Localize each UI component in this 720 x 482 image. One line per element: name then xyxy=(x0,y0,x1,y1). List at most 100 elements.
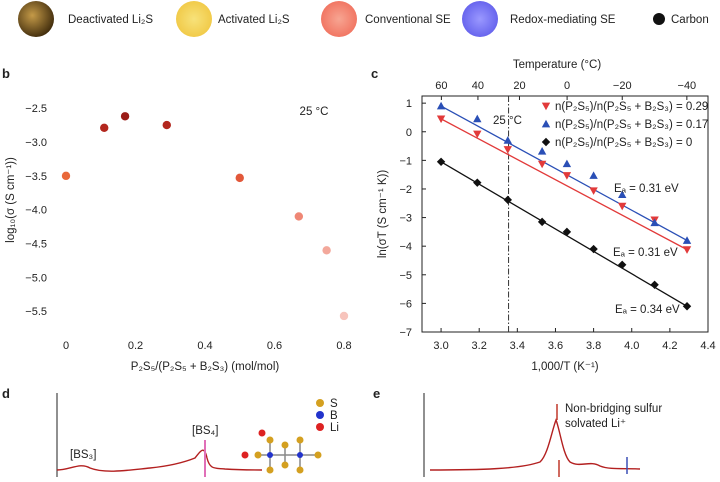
chart-b-data-point xyxy=(322,246,331,255)
chart-b-xtick-label: 0.8 xyxy=(336,340,351,352)
chart-b-data-point xyxy=(120,112,130,121)
chart-b-data-point xyxy=(294,212,304,221)
chart-b-data-point xyxy=(339,311,349,321)
chart-c-xtick-label: 3.8 xyxy=(586,340,601,352)
chart-b-xtick-label: 0.4 xyxy=(197,340,212,352)
chart-c-top-tick-label: −20 xyxy=(613,80,632,92)
chart-b-xtick-label: 0.6 xyxy=(267,340,282,352)
chart-c-data-point xyxy=(618,260,627,269)
chart-c-data-point xyxy=(682,302,692,311)
chart-c-data-point xyxy=(589,187,598,195)
chart-c-data-point xyxy=(473,130,482,139)
chart-c-activation-energy-label: Eₐ = 0.34 eV xyxy=(615,304,680,316)
panel-e-spectrum: Non-bridging sulfur solvated Li⁺ xyxy=(423,393,662,477)
chart-b-xlabel: P₂S₅/(P₂S₅ + B₂S₃) (mol/mol) xyxy=(131,361,280,373)
chart-c-frame xyxy=(421,95,709,333)
chart-c-legend-marker xyxy=(541,119,551,128)
panel-letter-e: e xyxy=(373,386,380,401)
chart-c-xtick-label: 4.4 xyxy=(700,340,715,352)
atom-legend-li: Li xyxy=(330,422,339,434)
chart-c-data-point xyxy=(618,202,627,211)
chart-b-ytick-label: −5.0 xyxy=(25,272,47,284)
atom-legend-b: B xyxy=(330,410,338,422)
chart-c-xtick-label: 3.2 xyxy=(472,340,487,352)
chart-c-ytick-label: −1 xyxy=(399,155,412,167)
chart-c-fit-line xyxy=(440,118,688,251)
chart-c-fit-line xyxy=(440,161,688,307)
chart-c-top-tick-label: 60 xyxy=(435,80,447,92)
chart-c-xtick-label: 4.2 xyxy=(662,340,677,352)
chart-b-ytick-label: −4.0 xyxy=(25,205,47,217)
panel-d-atom-legend: S B Li xyxy=(316,398,339,434)
chart-c-ytick-label: 0 xyxy=(406,127,412,139)
activated-li2s-ball-icon xyxy=(176,1,212,37)
chart-c-top-xlabel: Temperature (°C) xyxy=(513,59,601,71)
chart-c-ytick-label: −6 xyxy=(399,298,412,310)
atom-legend-s: S xyxy=(330,398,338,410)
chart-c-data-point xyxy=(503,146,512,154)
lithium-dot-icon xyxy=(316,423,324,431)
legend-label-deactivated: Deactivated Li₂S xyxy=(68,14,153,26)
chart-b: log₁₀(σ (S cm⁻¹)) P₂S₅/(P₂S₅ + B₂S₃) (mo… xyxy=(5,103,352,373)
conventional-se-ball-icon xyxy=(321,1,357,37)
chart-c-xlabel: 1,000/T (K⁻¹) xyxy=(531,361,598,373)
chart-c-data-point xyxy=(436,157,446,166)
chart-c-data-point xyxy=(473,114,482,123)
chart-b-data-point xyxy=(162,120,171,130)
panel-e-curve xyxy=(429,418,641,471)
chart-c-xtick-label: 3.6 xyxy=(548,340,563,352)
panel-d-label-bs3: [BS₃] xyxy=(70,449,96,461)
chart-c-data-point xyxy=(589,244,598,254)
chart-c-legend-label: n(P₂S₅)/n(P₂S₅ + B₂S₃) = 0 xyxy=(555,137,692,149)
chart-b-data-point xyxy=(235,173,244,183)
chart-c-data-point xyxy=(682,246,692,254)
panel-e-annotation-line2: solvated Li⁺ xyxy=(565,418,626,430)
chart-c: Temperature (°C) ln(σT (S cm⁻¹ K)) 1,000… xyxy=(377,59,716,373)
chart-b-ylabel: log₁₀(σ (S cm⁻¹)) xyxy=(5,157,17,243)
legend-label-carbon: Carbon xyxy=(671,14,709,26)
chart-c-data-point xyxy=(682,236,692,244)
chart-c-data-point xyxy=(503,195,512,205)
redox-mediating-se-ball-icon xyxy=(462,1,498,37)
chart-c-ytick-label: −2 xyxy=(399,184,412,196)
chart-c-data-point xyxy=(650,280,659,289)
chart-c-top-tick-label: 40 xyxy=(472,80,484,92)
chart-c-data-point xyxy=(618,190,627,199)
chart-b-ytick-label: −5.5 xyxy=(25,306,47,318)
chart-c-activation-energy-label: Eₐ = 0.31 eV xyxy=(614,183,679,195)
chart-c-data-point xyxy=(537,147,547,155)
chart-c-data-point xyxy=(650,218,659,227)
boron-dot-icon xyxy=(316,411,324,419)
chart-c-data-point xyxy=(562,159,572,168)
chart-c-ytick-label: −5 xyxy=(399,270,412,282)
chart-c-top-tick-label: 0 xyxy=(564,80,570,92)
chart-c-legend-marker xyxy=(541,137,551,147)
chart-c-xtick-label: 3.4 xyxy=(510,340,525,352)
panel-letter-b: b xyxy=(2,66,10,81)
chart-c-legend-label: n(P₂S₅)/n(P₂S₅ + B₂S₃) = 0.29 xyxy=(555,101,708,113)
panel-e-annotation-line1: Non-bridging sulfur xyxy=(565,403,662,415)
legend-label-redox: Redox-mediating SE xyxy=(510,14,616,26)
chart-c-legend-label: n(P₂S₅)/n(P₂S₅ + B₂S₃) = 0.17 xyxy=(555,119,708,131)
chart-b-data-point xyxy=(100,123,109,132)
top-legend: Deactivated Li₂S Activated Li₂S Conventi… xyxy=(18,1,709,37)
chart-c-data-point xyxy=(473,178,482,187)
panel-letter-d: d xyxy=(2,386,10,401)
chart-c-ytick-label: −4 xyxy=(399,241,412,253)
chart-b-xtick-label: 0 xyxy=(63,340,69,352)
chart-c-data-point xyxy=(436,101,446,110)
legend-label-conventional: Conventional SE xyxy=(365,14,451,26)
chart-c-marker-label: 25 °C xyxy=(493,115,522,127)
chart-b-ytick-label: −3.5 xyxy=(25,171,47,183)
chart-b-ytick-label: −4.5 xyxy=(25,239,47,251)
deactivated-li2s-ball-icon xyxy=(18,1,54,37)
chart-c-top-tick-label: 20 xyxy=(513,80,525,92)
molecule-structure-icon xyxy=(241,429,322,474)
chart-c-data-point xyxy=(537,160,547,169)
panel-d-spectrum: [BS₃] [BS₄] S B Li xyxy=(56,393,339,477)
chart-c-ytick-label: −7 xyxy=(399,327,412,339)
chart-c-xtick-label: 4.0 xyxy=(624,340,639,352)
sulfur-dot-icon xyxy=(316,399,324,407)
chart-c-ylabel: ln(σT (S cm⁻¹ K)) xyxy=(377,170,389,259)
